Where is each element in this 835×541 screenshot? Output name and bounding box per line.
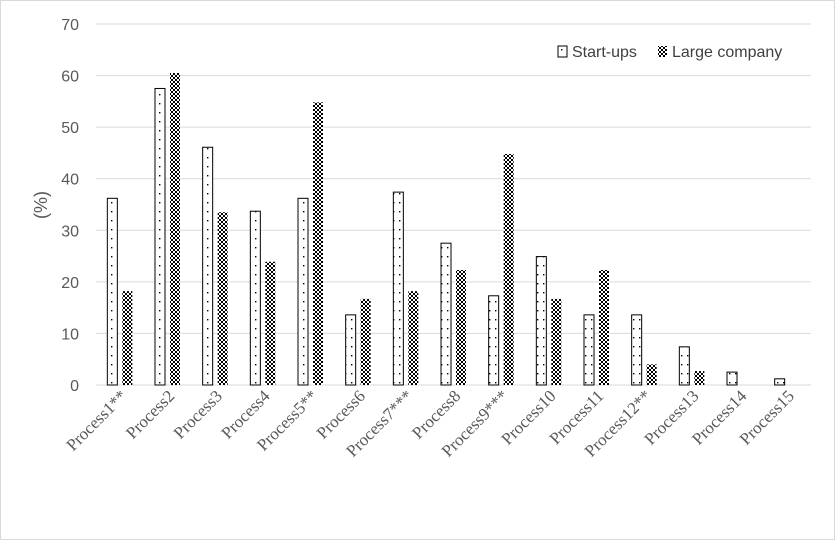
x-category-label: Process2 xyxy=(122,386,178,442)
bar-start-ups xyxy=(440,242,452,386)
bar-large-company xyxy=(170,72,180,385)
y-tick-label: 50 xyxy=(61,120,79,137)
x-axis-category-labels: Process1**Process2Process3Process4Proces… xyxy=(62,386,798,461)
bars xyxy=(106,72,786,386)
y-tick-label: 60 xyxy=(61,69,79,86)
bar-start-ups xyxy=(583,314,595,386)
bar-start-ups xyxy=(202,146,214,386)
bar-large-company xyxy=(122,291,133,385)
legend-label-large-company: Large company xyxy=(672,44,782,61)
gridlines xyxy=(96,23,811,386)
y-tick-label: 70 xyxy=(61,17,79,34)
bar-start-ups xyxy=(392,191,404,386)
bar-large-company xyxy=(456,269,466,385)
y-tick-label: 40 xyxy=(61,172,79,189)
y-tick-label: 0 xyxy=(70,378,79,395)
bar-large-company xyxy=(551,298,562,385)
bar-start-ups xyxy=(488,295,500,386)
bar-start-ups xyxy=(154,87,166,386)
legend-label-start-ups: Start-ups xyxy=(572,44,637,61)
bar-large-company xyxy=(599,269,609,385)
legend-swatch-large-company xyxy=(658,46,667,57)
bar-start-ups xyxy=(774,378,786,386)
bar-large-company xyxy=(646,364,657,385)
bar-large-company xyxy=(217,212,228,385)
legend-swatch-start-ups xyxy=(557,45,568,58)
y-tick-label: 10 xyxy=(61,326,79,343)
bar-start-ups xyxy=(249,210,261,386)
bar-start-ups xyxy=(345,314,357,386)
x-category-label: Process3 xyxy=(170,386,226,442)
bar-start-ups xyxy=(297,197,309,386)
y-axis-tick-labels: 0 10 20 30 40 50 60 70 xyxy=(61,17,79,395)
bar-large-company xyxy=(313,102,323,385)
bar-large-company xyxy=(503,153,514,385)
bar-large-company xyxy=(408,291,419,385)
bar-large-company xyxy=(360,298,371,385)
bar-start-ups xyxy=(106,197,118,386)
bar-start-ups xyxy=(678,346,690,386)
bar-start-ups xyxy=(631,314,643,386)
legend: Start-ups Large company xyxy=(557,44,782,61)
bar-start-ups xyxy=(726,371,738,386)
y-axis-label: (%) xyxy=(31,191,51,219)
bar-large-company xyxy=(694,371,705,385)
bar-large-company xyxy=(265,261,276,385)
y-tick-label: 20 xyxy=(61,275,79,292)
y-tick-label: 30 xyxy=(61,223,79,240)
bar-start-ups xyxy=(535,256,547,386)
x-category-label: Process1** xyxy=(62,386,130,454)
